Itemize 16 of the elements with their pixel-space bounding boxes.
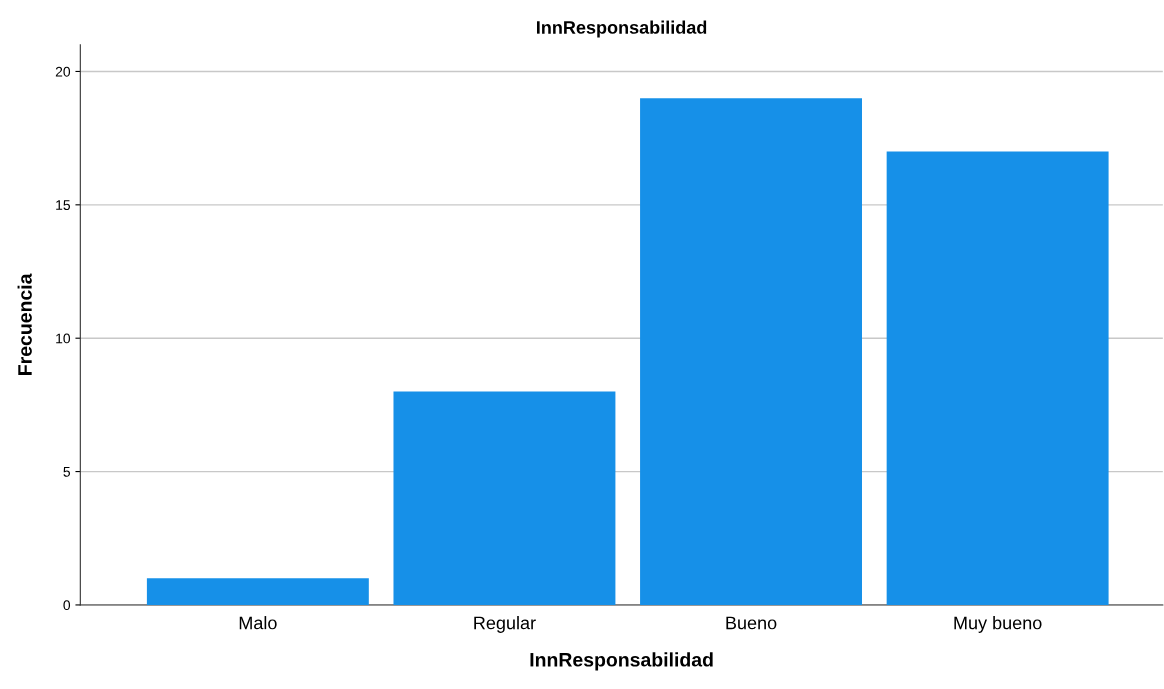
x-tick-label: Regular (474, 616, 536, 633)
x-tick-label: Malo (239, 616, 277, 630)
y-tick-label: 10 (56, 333, 71, 344)
y-tick-label: 5 (63, 467, 71, 477)
bar (886, 151, 1109, 605)
x-tick-label: Bueno (726, 616, 777, 630)
bar (393, 391, 616, 605)
y-tick-label: 20 (55, 66, 71, 77)
bar (640, 98, 862, 605)
y-tick-label: 0 (63, 600, 71, 611)
y-axis-title: Frecuencia (17, 273, 32, 375)
x-tick-label: Muy bueno (954, 616, 1042, 633)
y-tick-label: 15 (56, 200, 71, 210)
bar (146, 578, 369, 605)
x-axis-title: InnResponsabilidad (530, 652, 713, 671)
chart-title: InnResponsabilidad (537, 20, 707, 38)
